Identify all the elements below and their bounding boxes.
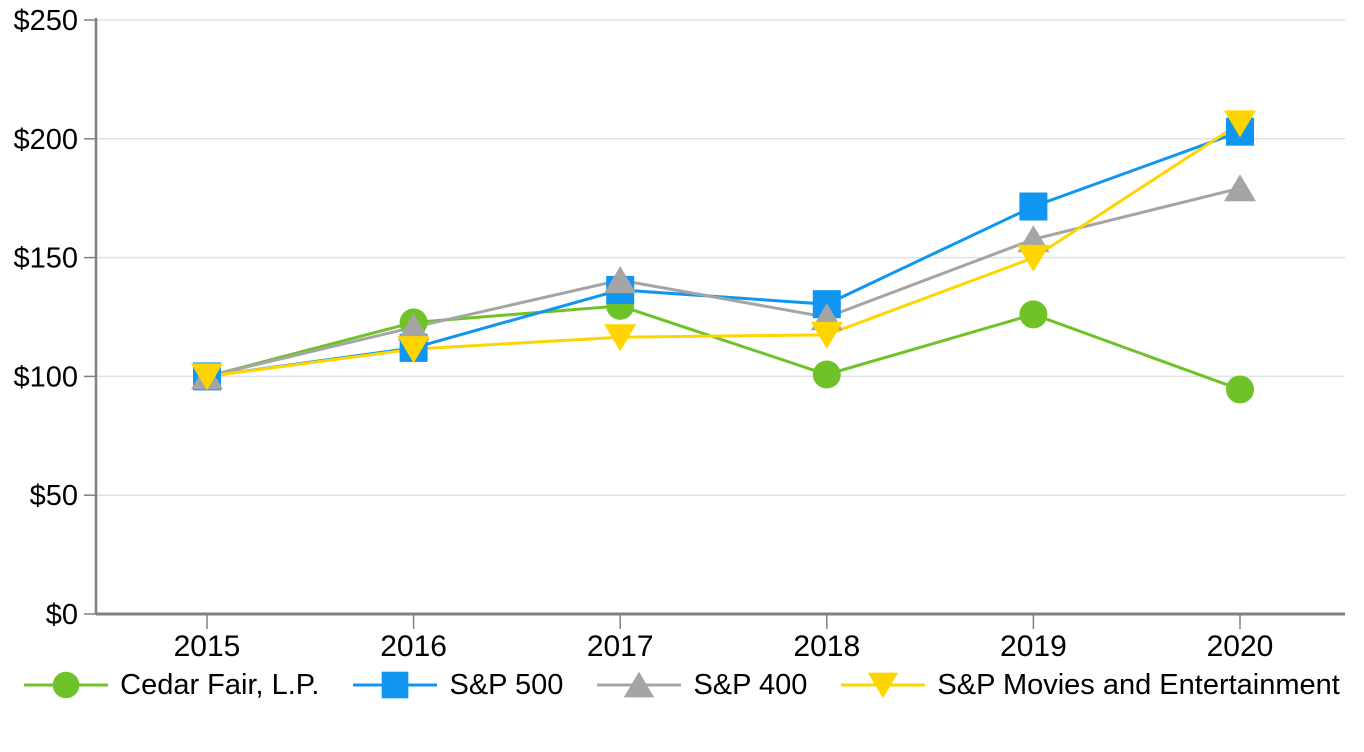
legend-label: S&P 500 [449, 668, 564, 701]
marker-s-p-400 [1224, 174, 1256, 202]
performance-chart-plot: $0 $50 $100 $150 $200 $250 2015 2016 2017 2018 201… [13, 5, 1345, 663]
marker-s-p-movies-and-entertainment [397, 336, 430, 364]
legend-marker-shape [382, 671, 409, 699]
legend-marker-triangle-down-icon [841, 672, 926, 699]
marker-s-p-movies-and-entertainment [1224, 110, 1256, 138]
legend-marker-shape [868, 672, 899, 699]
marker-cedar-fair-l-p [1226, 375, 1254, 404]
x-axis-label: 2017 [587, 630, 654, 663]
marker-s-p-movies-and-entertainment [810, 321, 843, 349]
chart-legend: Cedar Fair, L.P. S&P 500 S&P 400 S&P Movies… [0, 668, 1364, 702]
legend-marker-triangle-up-icon [597, 671, 682, 698]
marker-s-p-movies-and-entertainment [1017, 244, 1050, 272]
legend-item-s-p-400: S&P 400 [597, 668, 807, 702]
legend-label: Cedar Fair, L.P. [120, 668, 320, 701]
marker-s-p-400 [397, 313, 430, 341]
legend-marker-shape [624, 671, 655, 698]
y-axis-label: $50 [30, 480, 78, 512]
x-axis-label: 2016 [380, 630, 447, 663]
series-line-s-p-movies-and-entertainment [206, 122, 1241, 378]
x-axis-label: 2018 [793, 630, 860, 663]
x-axis-label: 2019 [1000, 630, 1067, 663]
y-axis-label: $0 [46, 599, 78, 631]
legend-item-s-p-movies-and-entertainment: S&P Movies and Entertainment [841, 668, 1340, 702]
y-axis-label: $250 [13, 5, 78, 37]
series-line-cedar-fair-l-p [206, 304, 1241, 391]
y-axis-label: $150 [13, 243, 78, 275]
marker-s-p-movies-and-entertainment [191, 363, 223, 391]
marker-cedar-fair-l-p [1019, 300, 1048, 329]
legend-item-cedar-fair-l-p: Cedar Fair, L.P. [24, 668, 319, 702]
y-axis-label: $100 [13, 361, 78, 393]
marker-s-p-400 [604, 266, 637, 294]
series-line-s-p-400 [206, 186, 1241, 378]
legend-label: S&P 400 [693, 668, 808, 701]
marker-s-p-movies-and-entertainment [604, 324, 637, 352]
legend-marker-shape [52, 671, 80, 699]
y-axis-label: $200 [13, 124, 78, 156]
legend-label: S&P Movies and Entertainment [937, 668, 1340, 701]
x-axis-label: 2015 [174, 630, 241, 663]
legend-item-s-p-500: S&P 500 [353, 668, 563, 702]
legend-marker-square-icon [353, 671, 438, 699]
x-axis-label: 2020 [1207, 630, 1274, 663]
marker-cedar-fair-l-p [812, 360, 841, 389]
marker-s-p-500 [1019, 192, 1048, 221]
legend-marker-circle-icon [24, 671, 109, 699]
